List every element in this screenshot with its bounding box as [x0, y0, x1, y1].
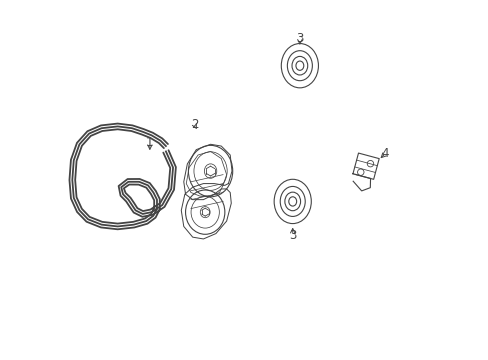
- Text: 4: 4: [381, 147, 388, 160]
- Text: 2: 2: [190, 118, 198, 131]
- Text: 1: 1: [146, 136, 153, 149]
- Text: 3: 3: [296, 32, 303, 45]
- Text: 3: 3: [288, 229, 296, 242]
